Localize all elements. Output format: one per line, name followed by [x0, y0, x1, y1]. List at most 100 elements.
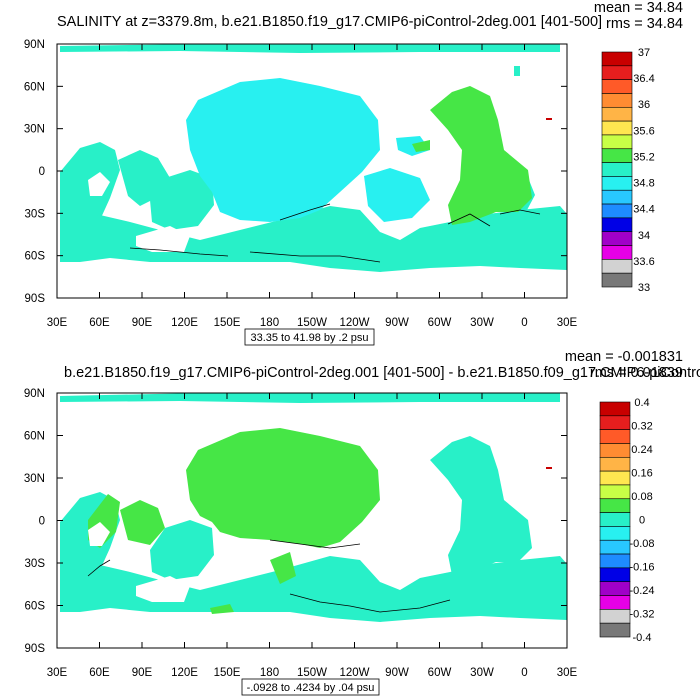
x-tick-label: 90W [385, 667, 409, 679]
x-tick-label: 90W [385, 317, 409, 329]
x-tick-label: 180 [260, 317, 279, 329]
colorbar-swatch [601, 189, 633, 205]
x-tick-label: 30E [47, 667, 68, 679]
colorbar-label: -0.08 [629, 538, 654, 550]
panel-2-x-axis: 30E 60E 90E 120E 150E 180 150W 120W 90W 60W 30W 0 30… [47, 393, 578, 679]
y-tick-label: 30N [24, 124, 45, 136]
y-tick-label: 90S [25, 293, 46, 305]
y-tick-label: 0 [39, 516, 45, 528]
colorbar-label: -0.32 [629, 609, 654, 621]
colorbar-label: -0.4 [633, 632, 652, 644]
colorbar-label: 0 [639, 515, 645, 527]
panel-2-title: b.e21.B1850.f19_g17.CMIP6-piControl-2deg… [64, 365, 700, 381]
panel-2: b.e21.B1850.f19_g17.CMIP6-piControl-2deg… [24, 349, 700, 696]
colorbar-label: 35.6 [633, 125, 654, 137]
colorbar-label: 33 [638, 282, 650, 294]
colorbar-swatch [599, 484, 631, 500]
colorbar-swatch [601, 176, 633, 191]
panel-1: SALINITY at z=3379.8m, b.e21.B1850.f19_g… [24, 0, 683, 346]
y-tick-label: 60S [25, 251, 46, 263]
panel-2-map [57, 393, 567, 648]
colorbar-swatch [601, 203, 633, 219]
colorbar-label: 34 [638, 230, 650, 242]
panel-1-colorbar: 37 36.4 36 35.6 35.2 34.8 34.4 34 33.6 33 [601, 47, 655, 294]
x-tick-label: 90E [132, 317, 153, 329]
colorbar-swatch [601, 231, 633, 246]
x-tick-label: 30W [470, 317, 494, 329]
colorbar-label: 0.16 [631, 468, 652, 480]
x-tick-label: 180 [260, 667, 279, 679]
colorbar-swatch [599, 567, 631, 583]
panel-1-y-axis: 90N 60N 30N 0 30S 60S 90S [24, 39, 567, 305]
colorbar-swatch [599, 539, 631, 555]
panel-1-contour-info: 33.35 to 41.98 by .2 psu [250, 332, 368, 344]
colorbar-label: -0.16 [629, 562, 654, 574]
colorbar-swatch [601, 272, 633, 288]
colorbar-label: 37 [638, 47, 650, 59]
colorbar-label: 33.6 [633, 256, 654, 268]
x-tick-label: 60E [89, 317, 110, 329]
x-tick-label: 120E [171, 667, 198, 679]
colorbar-swatch [599, 609, 631, 624]
x-tick-label: 30E [47, 317, 68, 329]
colorbar-swatch [601, 106, 633, 122]
colorbar-swatch [599, 401, 631, 417]
colorbar-swatch [599, 526, 631, 541]
colorbar-swatch [601, 148, 633, 163]
colorbar-swatch [601, 217, 633, 233]
x-tick-label: 60W [428, 667, 452, 679]
panel-1-contour-info-box [244, 328, 375, 346]
panel-2-colorbar: 0.4 0.32 0.24 0.16 0.08 0 -0.08 -0.16 -0.24 -0.32… [599, 397, 655, 644]
x-tick-label: 120W [339, 667, 369, 679]
colorbar-swatch [599, 415, 631, 430]
colorbar-swatch [601, 245, 633, 260]
colorbar-swatch [601, 120, 633, 136]
colorbar-swatch [599, 498, 631, 513]
y-tick-label: 90S [25, 643, 46, 655]
colorbar-label: 0.4 [634, 397, 649, 409]
colorbar-swatch [601, 51, 633, 67]
colorbar-label: 34.4 [633, 204, 654, 216]
colorbar-swatch [599, 512, 631, 527]
colorbar-swatch [599, 443, 631, 458]
x-tick-label: 90E [132, 667, 153, 679]
y-tick-label: 90N [24, 39, 45, 51]
colorbar-swatch [601, 162, 633, 177]
panel-1-x-axis: 30E 60E 90E 120E 150E 180 150W 120W 90W 60W 30W 0 30… [47, 44, 578, 329]
colorbar-label: 0.32 [631, 421, 652, 433]
x-tick-label: 60E [89, 667, 110, 679]
y-tick-label: 60N [24, 81, 45, 93]
panel-2-contour-info: -.0928 to .4234 by .04 psu [247, 682, 375, 694]
panel-2-contour-info-box [241, 678, 380, 696]
y-tick-label: 60N [24, 431, 45, 443]
x-tick-label: 150W [297, 667, 327, 679]
colorbar-swatch [601, 134, 633, 150]
x-tick-label: 0 [521, 667, 527, 679]
colorbar-swatch [601, 79, 633, 94]
x-tick-label: 120E [171, 317, 198, 329]
colorbar-swatch [599, 581, 631, 596]
colorbar-swatch [601, 93, 633, 108]
x-tick-label: 0 [521, 317, 527, 329]
colorbar-swatch [599, 456, 631, 472]
x-tick-label: 60W [428, 317, 452, 329]
colorbar-swatch [599, 429, 631, 444]
y-tick-label: 30S [25, 558, 46, 570]
colorbar-swatch [601, 259, 633, 274]
x-tick-label: 30W [470, 667, 494, 679]
colorbar-swatch [599, 470, 631, 486]
panel-2-y-axis: 90N 60N 30N 0 30S 60S 90S [24, 388, 567, 655]
colorbar-label: 0.08 [631, 491, 652, 503]
colorbar-label: 35.2 [633, 151, 654, 163]
colorbar-swatch [599, 622, 631, 638]
y-tick-label: 0 [39, 166, 45, 178]
panel-1-mean-label: mean = 34.84 [594, 0, 683, 16]
x-tick-label: 150E [214, 317, 241, 329]
y-tick-label: 30N [24, 473, 45, 485]
panel-2-mean-label: mean = -0.001831 [565, 349, 683, 365]
x-tick-label: 30E [557, 667, 578, 679]
x-tick-label: 120W [339, 317, 369, 329]
y-tick-label: 60S [25, 601, 46, 613]
colorbar-swatch [599, 553, 631, 569]
colorbar-label: 36.4 [633, 73, 654, 85]
